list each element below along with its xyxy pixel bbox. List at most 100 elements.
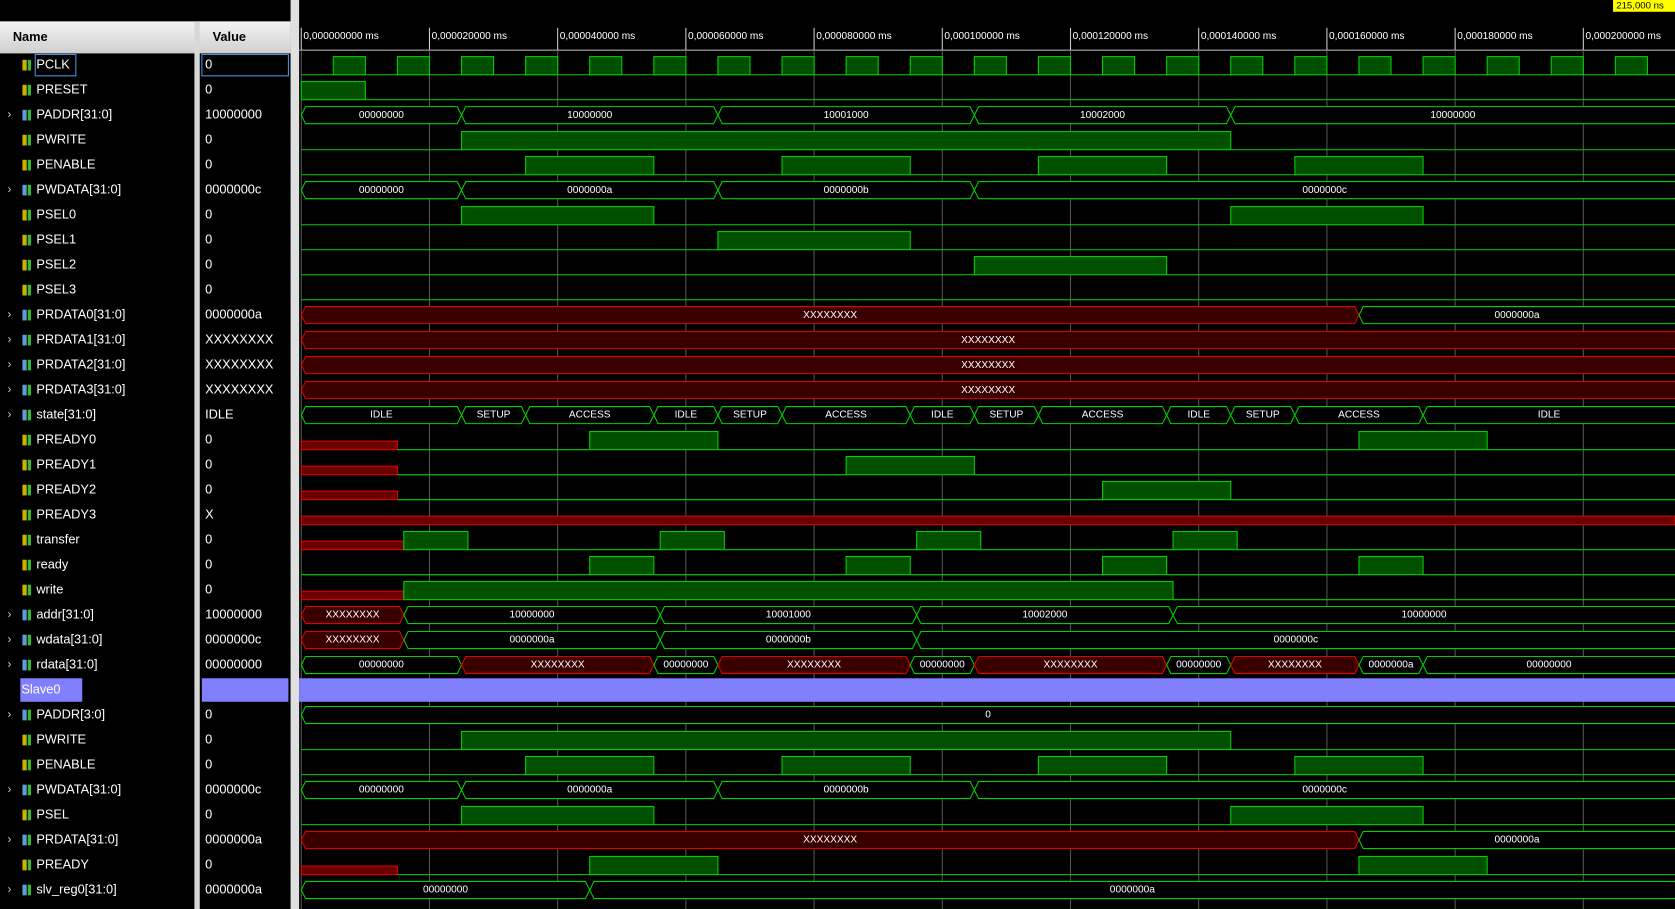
signal-value[interactable]: 0 <box>205 282 212 297</box>
signal-value[interactable]: 0 <box>205 856 212 871</box>
signal-name[interactable]: PSEL2 <box>36 257 76 272</box>
signal-name[interactable]: PRDATA2[31:0] <box>36 356 125 371</box>
bus-label: 0000000a <box>1368 660 1413 671</box>
signal-value[interactable]: 0000000c <box>205 781 262 796</box>
signal-value[interactable]: XXXXXXXX <box>205 331 274 346</box>
expand-arrow[interactable]: › <box>7 108 11 121</box>
time-tick-label: 0,000080000 ms <box>816 31 891 42</box>
bus-segment <box>300 356 1675 375</box>
signal-name[interactable]: transfer <box>36 531 80 546</box>
signal-name[interactable]: PSEL1 <box>36 232 76 247</box>
signal-icon <box>22 834 27 846</box>
signal-value[interactable]: 00000000 <box>205 656 262 671</box>
value-header[interactable]: Value <box>213 29 246 44</box>
expand-arrow[interactable]: › <box>7 783 11 796</box>
signal-value[interactable]: 0 <box>205 232 212 247</box>
signal-value[interactable]: X <box>205 506 214 521</box>
signal-name[interactable]: PRDATA0[31:0] <box>36 306 125 321</box>
signal-icon <box>22 309 27 321</box>
signal-icon <box>27 659 31 671</box>
signal-value[interactable]: 0 <box>205 132 212 147</box>
expand-arrow[interactable]: › <box>7 383 11 396</box>
expand-arrow[interactable]: › <box>7 633 11 646</box>
signal-name[interactable]: PWDATA[31:0] <box>36 182 121 197</box>
signal-name[interactable]: PREADY3 <box>36 506 96 521</box>
signal-name[interactable]: wdata[31:0] <box>35 631 102 646</box>
signal-value[interactable]: 0000000c <box>205 182 262 197</box>
panel-splitter[interactable] <box>290 0 300 909</box>
signal-name[interactable]: PRDATA3[31:0] <box>36 381 125 396</box>
signal-value[interactable]: 0 <box>205 731 212 746</box>
expand-arrow[interactable]: › <box>7 658 11 671</box>
signal-name[interactable]: PRDATA1[31:0] <box>36 331 125 346</box>
signal-name[interactable]: PCLK <box>36 57 70 72</box>
signal-value[interactable]: 0 <box>205 207 212 222</box>
signal-name[interactable]: write <box>35 581 63 596</box>
signal-icon <box>22 334 27 346</box>
signal-name[interactable]: PENABLE <box>36 157 95 172</box>
expand-arrow[interactable]: › <box>7 608 11 621</box>
divider-name[interactable]: Slave0 <box>21 681 60 696</box>
signal-value[interactable]: 0 <box>205 706 212 721</box>
expand-arrow[interactable]: › <box>7 408 11 421</box>
time-tick-label: 0,000060000 ms <box>688 31 763 42</box>
signal-value[interactable]: 0 <box>205 581 212 596</box>
wave-high <box>1294 755 1424 776</box>
signal-name[interactable]: PWRITE <box>36 731 86 746</box>
signal-value[interactable]: 0000000a <box>205 831 263 846</box>
signal-value[interactable]: 0 <box>205 157 212 172</box>
expand-arrow[interactable]: › <box>7 183 11 196</box>
signal-value[interactable]: 0000000c <box>205 631 262 646</box>
signal-value[interactable]: 0 <box>205 556 212 571</box>
wave-high <box>396 56 430 76</box>
signal-value[interactable]: 0 <box>205 431 212 446</box>
signal-value[interactable]: 0 <box>205 82 212 97</box>
expand-arrow[interactable]: › <box>7 308 11 321</box>
signal-value[interactable]: 0 <box>205 481 212 496</box>
wave-high <box>1230 206 1424 226</box>
bus-segment <box>973 780 1675 800</box>
signal-value[interactable]: 10000000 <box>205 107 262 122</box>
signal-value[interactable]: IDLE <box>205 406 233 421</box>
signal-value[interactable]: 0 <box>205 756 212 771</box>
signal-name[interactable]: PREADY <box>36 856 89 871</box>
signal-name[interactable]: PRDATA[31:0] <box>36 831 118 846</box>
signal-value[interactable]: 0000000a <box>205 881 263 896</box>
signal-name[interactable]: PSEL3 <box>36 282 76 297</box>
signal-name[interactable]: PADDR[3:0] <box>36 706 105 721</box>
signal-value[interactable]: 10000000 <box>205 606 262 621</box>
signal-name[interactable]: addr[31:0] <box>36 606 94 621</box>
signal-name[interactable]: PSEL0 <box>36 207 76 222</box>
expand-arrow[interactable]: › <box>7 708 11 721</box>
signal-name[interactable]: rdata[31:0] <box>36 656 97 671</box>
signal-name[interactable]: PWDATA[31:0] <box>36 781 121 796</box>
signal-value[interactable]: XXXXXXXX <box>205 381 274 396</box>
signal-name[interactable]: ready <box>36 556 69 571</box>
signal-name[interactable]: PREADY2 <box>36 481 96 496</box>
wave-high <box>781 156 911 176</box>
wave-high <box>1102 480 1232 501</box>
signal-name[interactable]: PWRITE <box>36 132 86 147</box>
signal-value[interactable]: XXXXXXXX <box>205 356 274 371</box>
signal-value[interactable]: 0 <box>205 257 212 272</box>
signal-name[interactable]: state[31:0] <box>36 406 96 421</box>
signal-name[interactable]: slv_reg0[31:0] <box>36 881 116 896</box>
signal-name[interactable]: PADDR[31:0] <box>36 107 112 122</box>
name-header[interactable]: Name <box>13 29 48 44</box>
signal-name[interactable]: PREADY0 <box>36 431 96 446</box>
signal-name[interactable]: PRESET <box>36 82 87 97</box>
signal-value[interactable]: 0000000a <box>205 306 263 321</box>
expand-arrow[interactable]: › <box>7 333 11 346</box>
signal-value[interactable]: 0 <box>205 531 212 546</box>
signal-name[interactable]: PREADY1 <box>36 456 96 471</box>
signal-value[interactable]: 0 <box>205 456 212 471</box>
expand-arrow[interactable]: › <box>7 833 11 846</box>
expand-arrow[interactable]: › <box>7 358 11 371</box>
signal-value[interactable]: 0 <box>205 806 212 821</box>
expand-arrow[interactable]: › <box>7 883 11 896</box>
column-divider[interactable] <box>194 21 200 909</box>
signal-name[interactable]: PSEL <box>36 806 69 821</box>
signal-name[interactable]: PENABLE <box>36 756 95 771</box>
bus-label: 0000000c <box>1302 785 1346 796</box>
signal-value[interactable]: 0 <box>205 57 212 72</box>
